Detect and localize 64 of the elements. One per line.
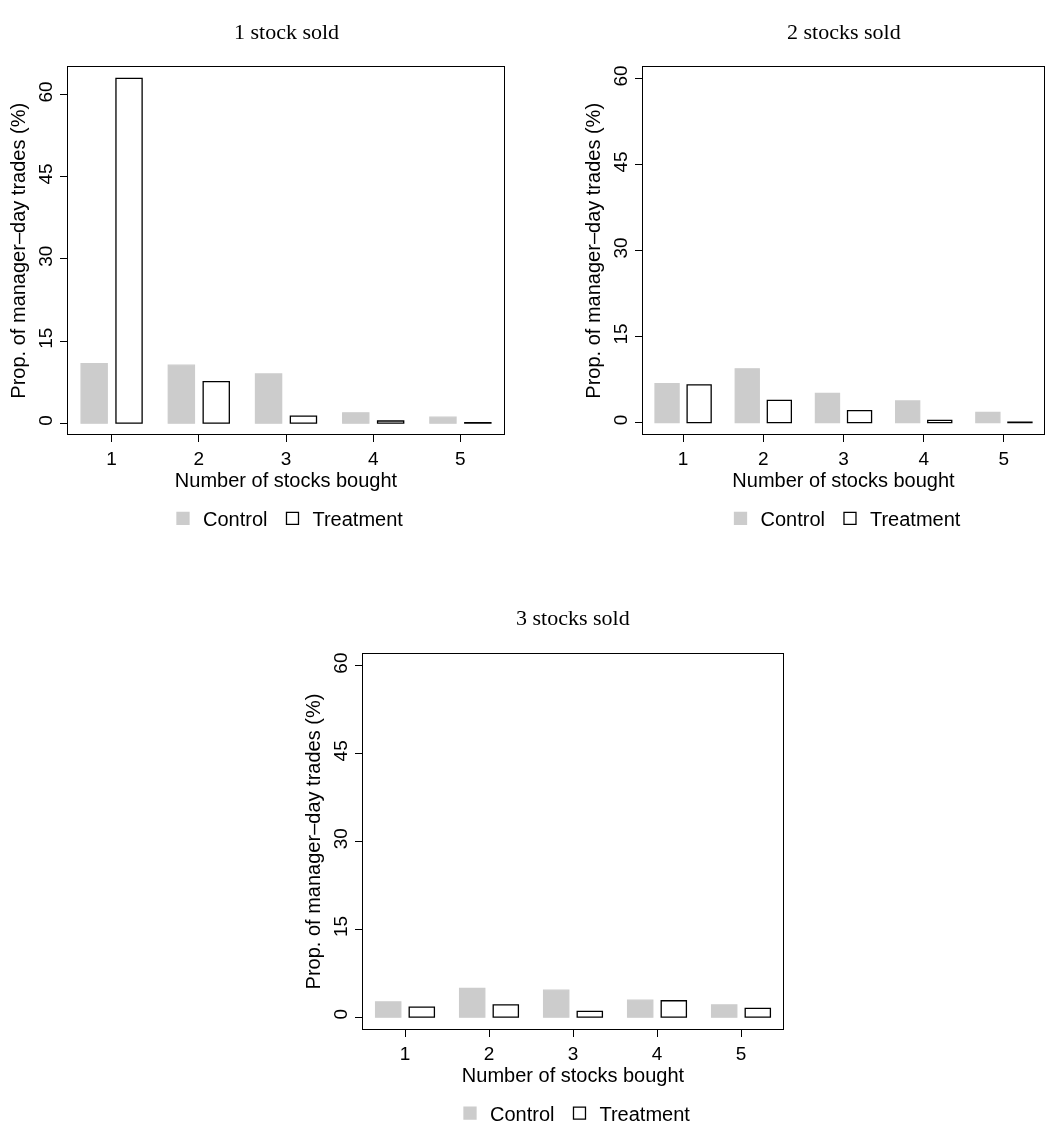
- y-tick-label: 45: [330, 740, 352, 762]
- y-axis-title: Prop. of manager–day trades (%): [581, 102, 604, 399]
- x-tick-label: 1: [399, 1042, 411, 1064]
- chart-title: 1 stock sold: [234, 19, 340, 44]
- x-tick-label: 4: [651, 1042, 663, 1064]
- bar: [710, 1004, 738, 1018]
- y-tick-label: 15: [35, 327, 57, 349]
- x-tick-label: 5: [455, 448, 466, 470]
- y-tick-label: 30: [610, 237, 632, 259]
- y-tick-label: 60: [35, 81, 57, 103]
- y-tick-label: 45: [610, 151, 632, 173]
- bar: [744, 1007, 772, 1018]
- x-axis-title: Number of stocks bought: [732, 469, 956, 492]
- x-tick-label: 1: [677, 448, 689, 470]
- y-axis-title: Prop. of manager–day trades (%): [6, 102, 29, 399]
- y-tick-label: 30: [330, 828, 352, 850]
- bar: [115, 77, 143, 424]
- x-tick-label: 2: [758, 448, 769, 470]
- x-tick-label: 2: [483, 1042, 495, 1064]
- x-tick-label: 3: [567, 1042, 579, 1064]
- bar: [80, 362, 108, 424]
- y-axis-title: Prop. of manager–day trades (%): [301, 693, 324, 990]
- bar: [429, 416, 457, 424]
- bar: [542, 989, 570, 1018]
- bar: [408, 1006, 436, 1018]
- chart-title: 2 stocks sold: [787, 19, 901, 44]
- bar: [576, 1010, 604, 1018]
- y-tick-label: 15: [610, 323, 632, 345]
- bar: [289, 415, 318, 424]
- y-tick-label: 0: [35, 415, 57, 426]
- legend-label: Treatment: [599, 1102, 691, 1125]
- legend-label: Control: [203, 508, 268, 531]
- x-tick-label: 3: [838, 448, 849, 470]
- y-tick-label: 15: [330, 915, 352, 938]
- bar: [376, 420, 405, 424]
- y-tick-label: 0: [610, 414, 632, 426]
- bar: [254, 373, 283, 424]
- y-tick-label: 60: [610, 65, 632, 87]
- x-tick-label: 5: [998, 448, 1010, 470]
- x-axis-title: Number of stocks bought: [174, 469, 398, 492]
- y-tick-label: 0: [330, 1009, 352, 1020]
- bar: [492, 1004, 520, 1018]
- x-tick-label: 2: [193, 448, 205, 470]
- x-axis-title: Number of stocks bought: [461, 1063, 685, 1086]
- bar: [374, 1001, 402, 1018]
- chart-title: 3 stocks sold: [516, 605, 630, 630]
- bar: [626, 999, 654, 1018]
- legend-label: Treatment: [312, 508, 404, 531]
- x-tick-label: 5: [735, 1042, 747, 1064]
- legend-label: Control: [760, 508, 825, 531]
- y-tick-label: 60: [330, 652, 352, 674]
- bar: [660, 1000, 688, 1018]
- bar: [167, 364, 196, 424]
- x-tick-label: 4: [367, 448, 379, 470]
- x-tick-label: 1: [106, 448, 117, 470]
- bar: [342, 412, 370, 424]
- legend-label: Treatment: [869, 508, 961, 531]
- legend-label: Control: [490, 1102, 555, 1125]
- x-tick-label: 4: [918, 448, 930, 470]
- y-tick-label: 30: [35, 245, 57, 267]
- x-tick-label: 3: [280, 448, 292, 470]
- y-tick-label: 45: [35, 163, 57, 185]
- bar: [458, 987, 486, 1018]
- bar: [202, 380, 230, 424]
